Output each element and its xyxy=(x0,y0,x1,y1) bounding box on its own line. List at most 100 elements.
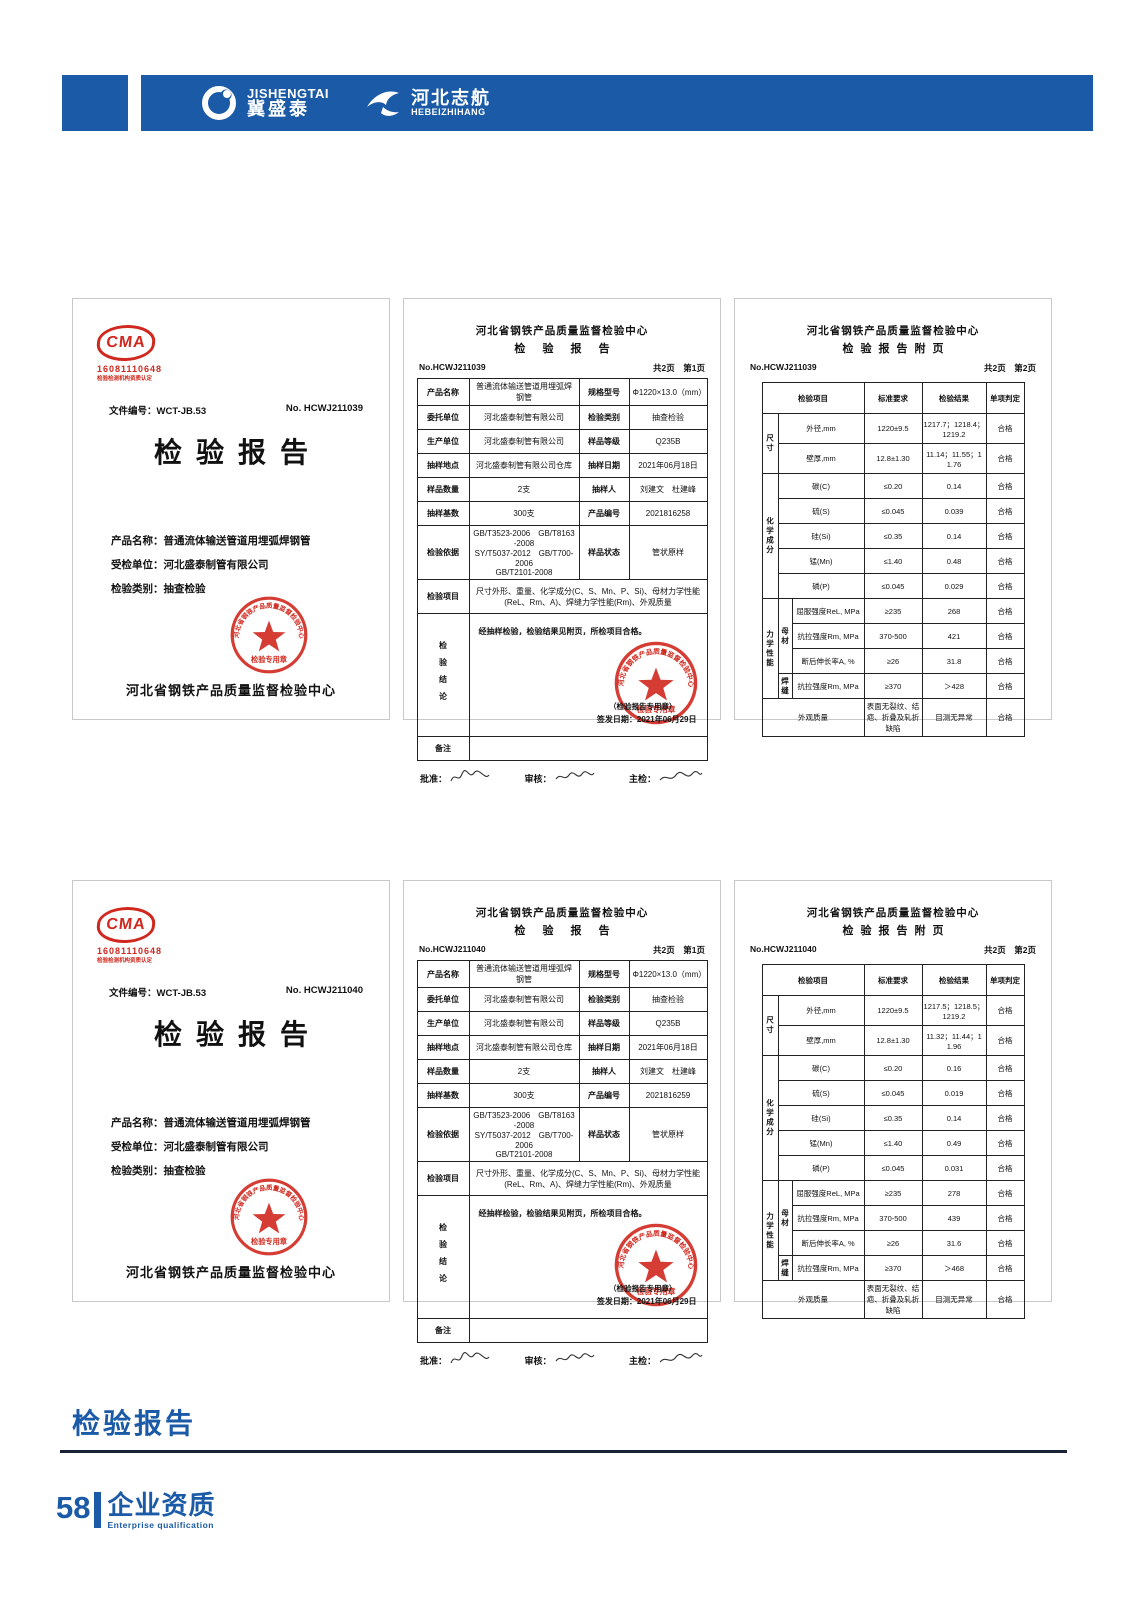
standard-requirement: ≥26 xyxy=(863,1230,923,1256)
judgement: 合格 xyxy=(985,1155,1025,1181)
standard-requirement: ≥370 xyxy=(863,673,923,699)
field-value: 普通流体输送管道用埋弧焊钢管 xyxy=(468,960,580,988)
table-row: 壁厚,mm 12.8±1.30 11.14；11.55；11.76 合格 xyxy=(762,443,1025,474)
judgement: 合格 xyxy=(985,473,1025,499)
field-label: 生产单位 xyxy=(416,429,470,454)
report-number: No. HCWJ211039 xyxy=(285,403,363,414)
standard-requirement: 12.8±1.30 xyxy=(863,443,923,474)
issuing-org: 河北省钢铁产品质量监督检验中心 xyxy=(125,683,336,698)
table-row: 检验依据 GB/T3523-2006 GB/T8163-2008 SY/T5037… xyxy=(416,1107,708,1162)
field-value: Q235B xyxy=(628,1011,708,1036)
table-row: 硅(Si) ≤0.35 0.14 合格 xyxy=(762,523,1025,549)
inspection-stamp-icon: 河北省钢铁产品质量监督检验中心 检验专用章 xyxy=(229,595,309,675)
item-label: 硅(Si) xyxy=(777,1105,865,1131)
conclusion-cell: 经抽样检验，检验结果见附页，所检项目合格。 河北省钢铁产品质量监督检验中心 检验… xyxy=(468,1195,708,1319)
field-label: 规格型号 xyxy=(578,960,630,988)
judgement: 合格 xyxy=(985,1205,1025,1231)
table-row: 断后伸长率A, % ≥26 31.8 合格 xyxy=(762,648,1025,674)
table-row: 检验结论 经抽样检验，检验结果见附页，所检项目合格。 河北省钢铁产品质量监督检验中… xyxy=(416,613,708,737)
inspection-items: 尺寸外形、重量、化学成分(C、S、Mn、P、Si)、母材力学性能(ReL、Rm、… xyxy=(468,579,708,614)
group-label: 力学性能 xyxy=(761,598,779,699)
signature-review xyxy=(555,1353,594,1362)
logo1-en: JISHENGTAI xyxy=(247,85,330,101)
group-label: 尺寸 xyxy=(761,995,779,1056)
group-label: 力学性能 xyxy=(761,1180,779,1281)
judgement: 合格 xyxy=(985,995,1025,1026)
dove-icon xyxy=(367,91,400,116)
field-label: 检验依据 xyxy=(416,1107,470,1162)
field-label: 检验类别 xyxy=(578,405,630,430)
item-label: 外径,mm xyxy=(777,413,865,444)
report-no: No.HCWJ211040 xyxy=(750,944,817,954)
test-result: 11.14；11.55；11.76 xyxy=(921,443,987,474)
cover-title: 检验报告 xyxy=(153,437,322,468)
table-row: 生产单位 河北盛泰制管有限公司 样品等级 Q235B xyxy=(416,1011,708,1036)
field-value: GB/T3523-2006 GB/T8163-2008 SY/T5037-201… xyxy=(468,525,580,580)
header-bar: JISHENGTAI 冀盛泰 河北志航 HEBEIZHIHANG xyxy=(141,75,1093,131)
cma-mark: CMA 16081110648 检验检测机构资质认定 xyxy=(95,907,162,964)
issue-date: 签发日期：2021年06月29日 xyxy=(596,715,697,724)
logo2-cn: 河北志航 xyxy=(411,87,492,108)
conclusion-cell: 经抽样检验，检验结果见附页，所检项目合格。 河北省钢铁产品质量监督检验中心 检验… xyxy=(468,613,708,737)
field-value: 管状原样 xyxy=(628,525,708,580)
page-number: 58 xyxy=(56,1490,91,1525)
field-value: 河北盛泰制管有限公司 xyxy=(468,987,580,1012)
table-row: 外观质量 表面无裂纹、结疤、折叠及轧折缺陷 目测无异常 合格 xyxy=(761,1280,1025,1319)
item-label: 外径,mm xyxy=(777,995,865,1026)
svg-text:检验专用章: 检验专用章 xyxy=(251,655,287,664)
field-label: 抽样日期 xyxy=(578,1035,630,1060)
item-label: 锰(Mn) xyxy=(777,1130,865,1156)
field-label: 样品数量 xyxy=(416,1059,470,1084)
table-row: 备注 xyxy=(416,736,708,761)
item-label: 屈服强度ReL, MPa xyxy=(791,598,865,624)
standard-requirement: 12.8±1.30 xyxy=(863,1025,923,1056)
field-value: 2021816258 xyxy=(628,501,708,526)
cover-field: 受检单位：河北盛泰制管有限公司 xyxy=(111,1141,269,1154)
certificate-cover-2: CMA 16081110648 检验检测机构资质认定 文件编号：WCT-JB.5… xyxy=(72,880,390,1302)
item-label: 断后伸长率A, % xyxy=(791,1230,865,1256)
header-accent-block xyxy=(62,75,128,131)
report-subtitle: 检 验 报 告 xyxy=(514,925,617,937)
chief-label: 主检： xyxy=(628,774,656,784)
cover-fields: 产品名称：普通流体输送管道用埋弧焊钢管 受检单位：河北盛泰制管有限公司 检验类别… xyxy=(111,529,311,601)
field-value: 河北盛泰制管有限公司 xyxy=(468,1011,580,1036)
standard-requirement: ≤1.40 xyxy=(863,1130,923,1156)
field-value: 抽查检验 xyxy=(628,987,708,1012)
field-label: 样品状态 xyxy=(578,525,630,580)
standard-requirement: ≤0.35 xyxy=(863,1105,923,1131)
table-row: 抽样基数 300支 产品编号 2021816259 xyxy=(416,1083,708,1108)
test-result: 0.031 xyxy=(921,1155,987,1181)
table-row: 尺寸 外径,mm 1220±9.5 1217.7；1218.4；1219.2 合格 xyxy=(761,413,1025,474)
judgement: 合格 xyxy=(985,623,1025,649)
judgement: 合格 xyxy=(985,1230,1025,1256)
approve-label: 批准： xyxy=(420,1356,448,1366)
field-value: Φ1220×13.0（mm） xyxy=(628,960,708,988)
judgement: 合格 xyxy=(985,1055,1025,1081)
cma-logo-icon: CMA xyxy=(95,325,157,361)
test-result: 目测无异常 xyxy=(921,698,987,737)
col-header: 标准要求 xyxy=(863,382,923,414)
signature-row: 批准： 审核： 主检： xyxy=(420,769,704,785)
signature-row: 批准： 审核： 主检： xyxy=(420,1351,704,1367)
judgement: 合格 xyxy=(985,698,1025,737)
field-value: 河北盛泰制管有限公司仓库 xyxy=(468,1035,580,1060)
item-label: 磷(P) xyxy=(777,1155,865,1181)
red-round-stamp-icon: 河北省钢铁产品质量监督检验中心 检验专用章 xyxy=(614,641,697,725)
doc-number: 文件编号：WCT-JB.53 xyxy=(109,988,207,999)
table-row: 壁厚,mm 12.8±1.30 11.32；11.44；11.96 合格 xyxy=(762,1025,1025,1056)
judgement: 合格 xyxy=(985,413,1025,444)
field-value: 抽查检验 xyxy=(628,405,708,430)
judgement: 合格 xyxy=(985,1130,1025,1156)
review-label: 审核： xyxy=(524,774,552,784)
table-row: 硫(S) ≤0.045 0.019 合格 xyxy=(762,1080,1025,1106)
table-row: 锰(Mn) ≤1.40 0.48 合格 xyxy=(762,548,1025,574)
col-header: 标准要求 xyxy=(863,964,923,996)
judgement: 合格 xyxy=(985,598,1025,624)
field-label: 检验项目 xyxy=(416,579,470,614)
standard-requirement: ≤0.20 xyxy=(863,473,923,499)
table-row: 化学成分 碳(C) ≤0.20 0.14 合格 xyxy=(761,473,1025,599)
field-label: 抽样日期 xyxy=(578,453,630,478)
item-label: 磷(P) xyxy=(777,573,865,599)
judgement: 合格 xyxy=(985,573,1025,599)
field-label: 产品名称 xyxy=(416,378,470,406)
